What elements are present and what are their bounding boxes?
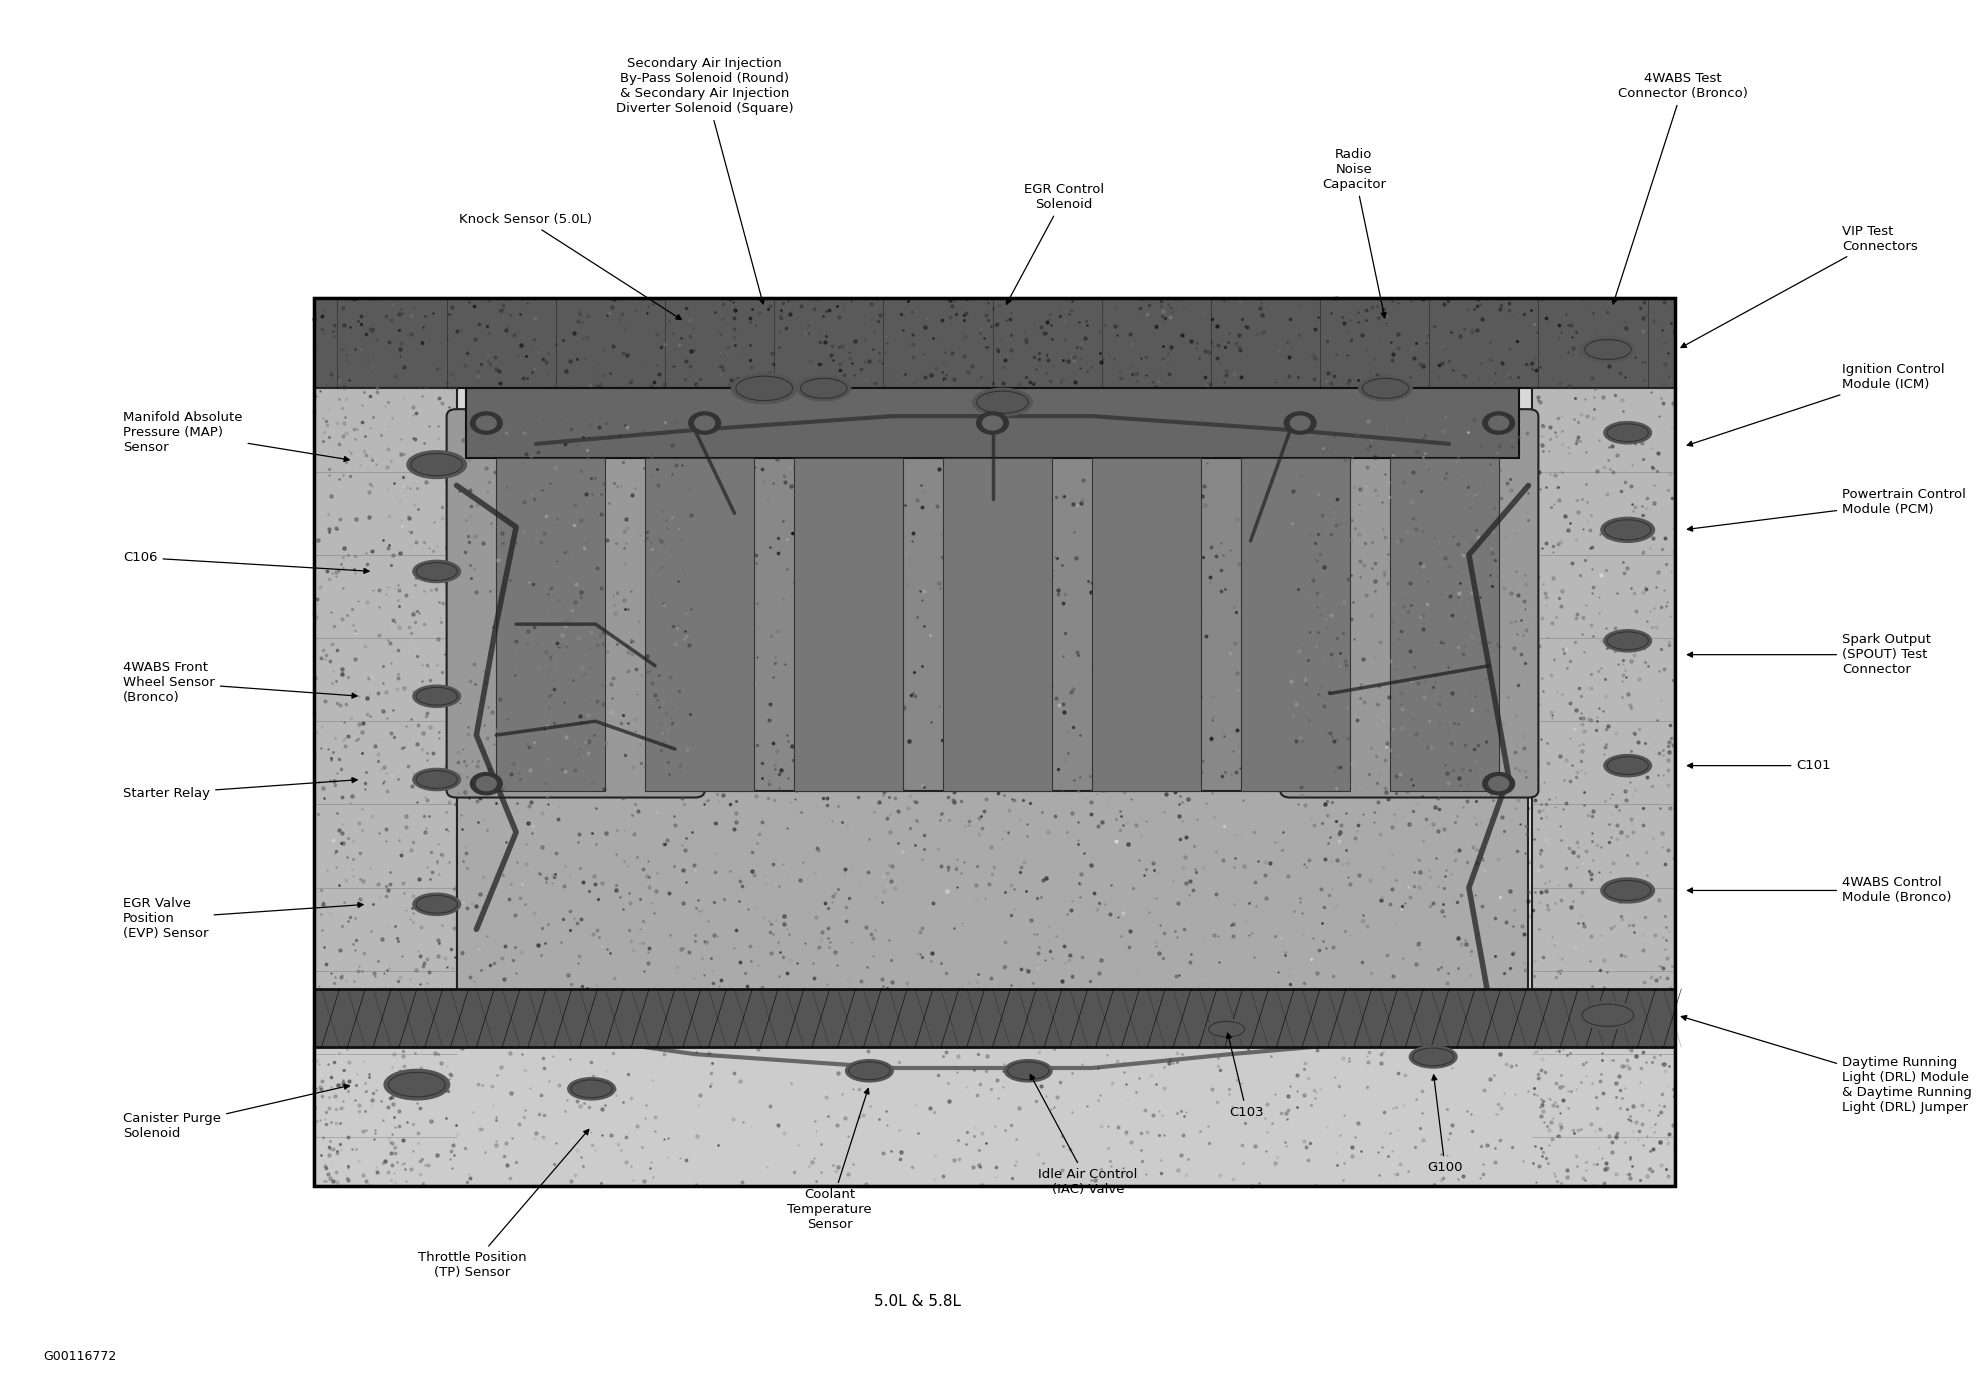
Ellipse shape	[798, 376, 852, 401]
Ellipse shape	[1207, 1019, 1249, 1039]
Text: VIP Test
Connectors: VIP Test Connectors	[1681, 225, 1918, 348]
Text: Spark Output
(SPOUT) Test
Connector: Spark Output (SPOUT) Test Connector	[1687, 632, 1931, 677]
FancyBboxPatch shape	[1280, 409, 1538, 798]
Ellipse shape	[413, 560, 461, 583]
Text: Radio
Noise
Capacitor: Radio Noise Capacitor	[1322, 147, 1386, 318]
Text: 4WABS Test
Connector (Bronco): 4WABS Test Connector (Bronco)	[1612, 72, 1749, 304]
Ellipse shape	[407, 451, 466, 479]
Text: Throttle Position
(TP) Sensor: Throttle Position (TP) Sensor	[419, 1129, 590, 1279]
Bar	[1532, 388, 1675, 1186]
Text: Powertrain Control
Module (PCM): Powertrain Control Module (PCM)	[1687, 488, 1965, 531]
Text: C103: C103	[1227, 1033, 1264, 1119]
Bar	[794, 458, 903, 791]
Bar	[314, 1047, 1675, 1186]
Ellipse shape	[1604, 422, 1652, 444]
Bar	[1092, 458, 1201, 791]
Bar	[314, 298, 1675, 1186]
Circle shape	[1483, 773, 1515, 795]
Ellipse shape	[1602, 878, 1654, 903]
Ellipse shape	[1602, 517, 1654, 542]
FancyBboxPatch shape	[447, 409, 705, 798]
Text: Daytime Running
Light (DRL) Module
& Daytime Running
Light (DRL) Jumper: Daytime Running Light (DRL) Module & Day…	[1681, 1015, 1971, 1114]
Circle shape	[470, 412, 502, 434]
Text: Ignition Control
Module (ICM): Ignition Control Module (ICM)	[1687, 363, 1945, 447]
Text: 5.0L & 5.8L: 5.0L & 5.8L	[873, 1294, 961, 1308]
Circle shape	[1489, 416, 1509, 430]
Bar	[645, 458, 754, 791]
Text: 4WABS Front
Wheel Sensor
(Bronco): 4WABS Front Wheel Sensor (Bronco)	[123, 660, 357, 705]
Text: EGR Control
Solenoid: EGR Control Solenoid	[1006, 183, 1104, 304]
Text: C101: C101	[1687, 759, 1830, 773]
Text: Canister Purge
Solenoid: Canister Purge Solenoid	[123, 1085, 349, 1140]
Text: Idle Air Control
(IAC) Valve: Idle Air Control (IAC) Valve	[1030, 1075, 1137, 1196]
Circle shape	[1284, 412, 1316, 434]
Bar	[1241, 458, 1350, 791]
Ellipse shape	[413, 893, 461, 915]
Text: 4WABS Control
Module (Bronco): 4WABS Control Module (Bronco)	[1687, 877, 1951, 904]
Text: Starter Relay: Starter Relay	[123, 778, 357, 800]
Circle shape	[1489, 777, 1509, 791]
Text: G00116772: G00116772	[44, 1350, 117, 1363]
Circle shape	[1483, 412, 1515, 434]
Text: Manifold Absolute
Pressure (MAP)
Sensor: Manifold Absolute Pressure (MAP) Sensor	[123, 411, 349, 462]
Circle shape	[470, 773, 502, 795]
Ellipse shape	[1409, 1046, 1457, 1068]
Bar	[314, 298, 1675, 1186]
Bar	[457, 791, 1528, 1040]
Circle shape	[689, 412, 721, 434]
Circle shape	[983, 416, 1002, 430]
Bar	[496, 458, 605, 791]
Ellipse shape	[1582, 337, 1636, 362]
Ellipse shape	[732, 373, 798, 404]
Bar	[466, 430, 1519, 804]
Bar	[314, 298, 1675, 388]
Circle shape	[1290, 416, 1310, 430]
Bar	[314, 388, 457, 1186]
Ellipse shape	[1004, 1060, 1052, 1082]
Ellipse shape	[1604, 630, 1652, 652]
Text: Knock Sensor (5.0L): Knock Sensor (5.0L)	[459, 212, 681, 319]
Bar	[314, 989, 1675, 1047]
Circle shape	[476, 777, 496, 791]
Ellipse shape	[413, 768, 461, 791]
Text: EGR Valve
Position
(EVP) Sensor: EGR Valve Position (EVP) Sensor	[123, 896, 363, 940]
Ellipse shape	[385, 1069, 449, 1100]
Text: G100: G100	[1427, 1075, 1463, 1175]
Bar	[466, 388, 1519, 458]
Circle shape	[476, 416, 496, 430]
Text: Coolant
Temperature
Sensor: Coolant Temperature Sensor	[788, 1089, 871, 1232]
Ellipse shape	[846, 1060, 893, 1082]
Bar	[943, 458, 1052, 791]
Ellipse shape	[1358, 376, 1411, 401]
Bar	[1390, 458, 1499, 791]
Ellipse shape	[568, 1078, 615, 1100]
Ellipse shape	[413, 685, 461, 707]
Ellipse shape	[1604, 755, 1652, 777]
Ellipse shape	[1578, 1001, 1638, 1029]
Circle shape	[695, 416, 715, 430]
Ellipse shape	[973, 388, 1032, 416]
Text: C106: C106	[123, 551, 369, 573]
Text: Secondary Air Injection
By-Pass Solenoid (Round)
& Secondary Air Injection
Diver: Secondary Air Injection By-Pass Solenoid…	[615, 57, 794, 304]
Circle shape	[977, 412, 1008, 434]
